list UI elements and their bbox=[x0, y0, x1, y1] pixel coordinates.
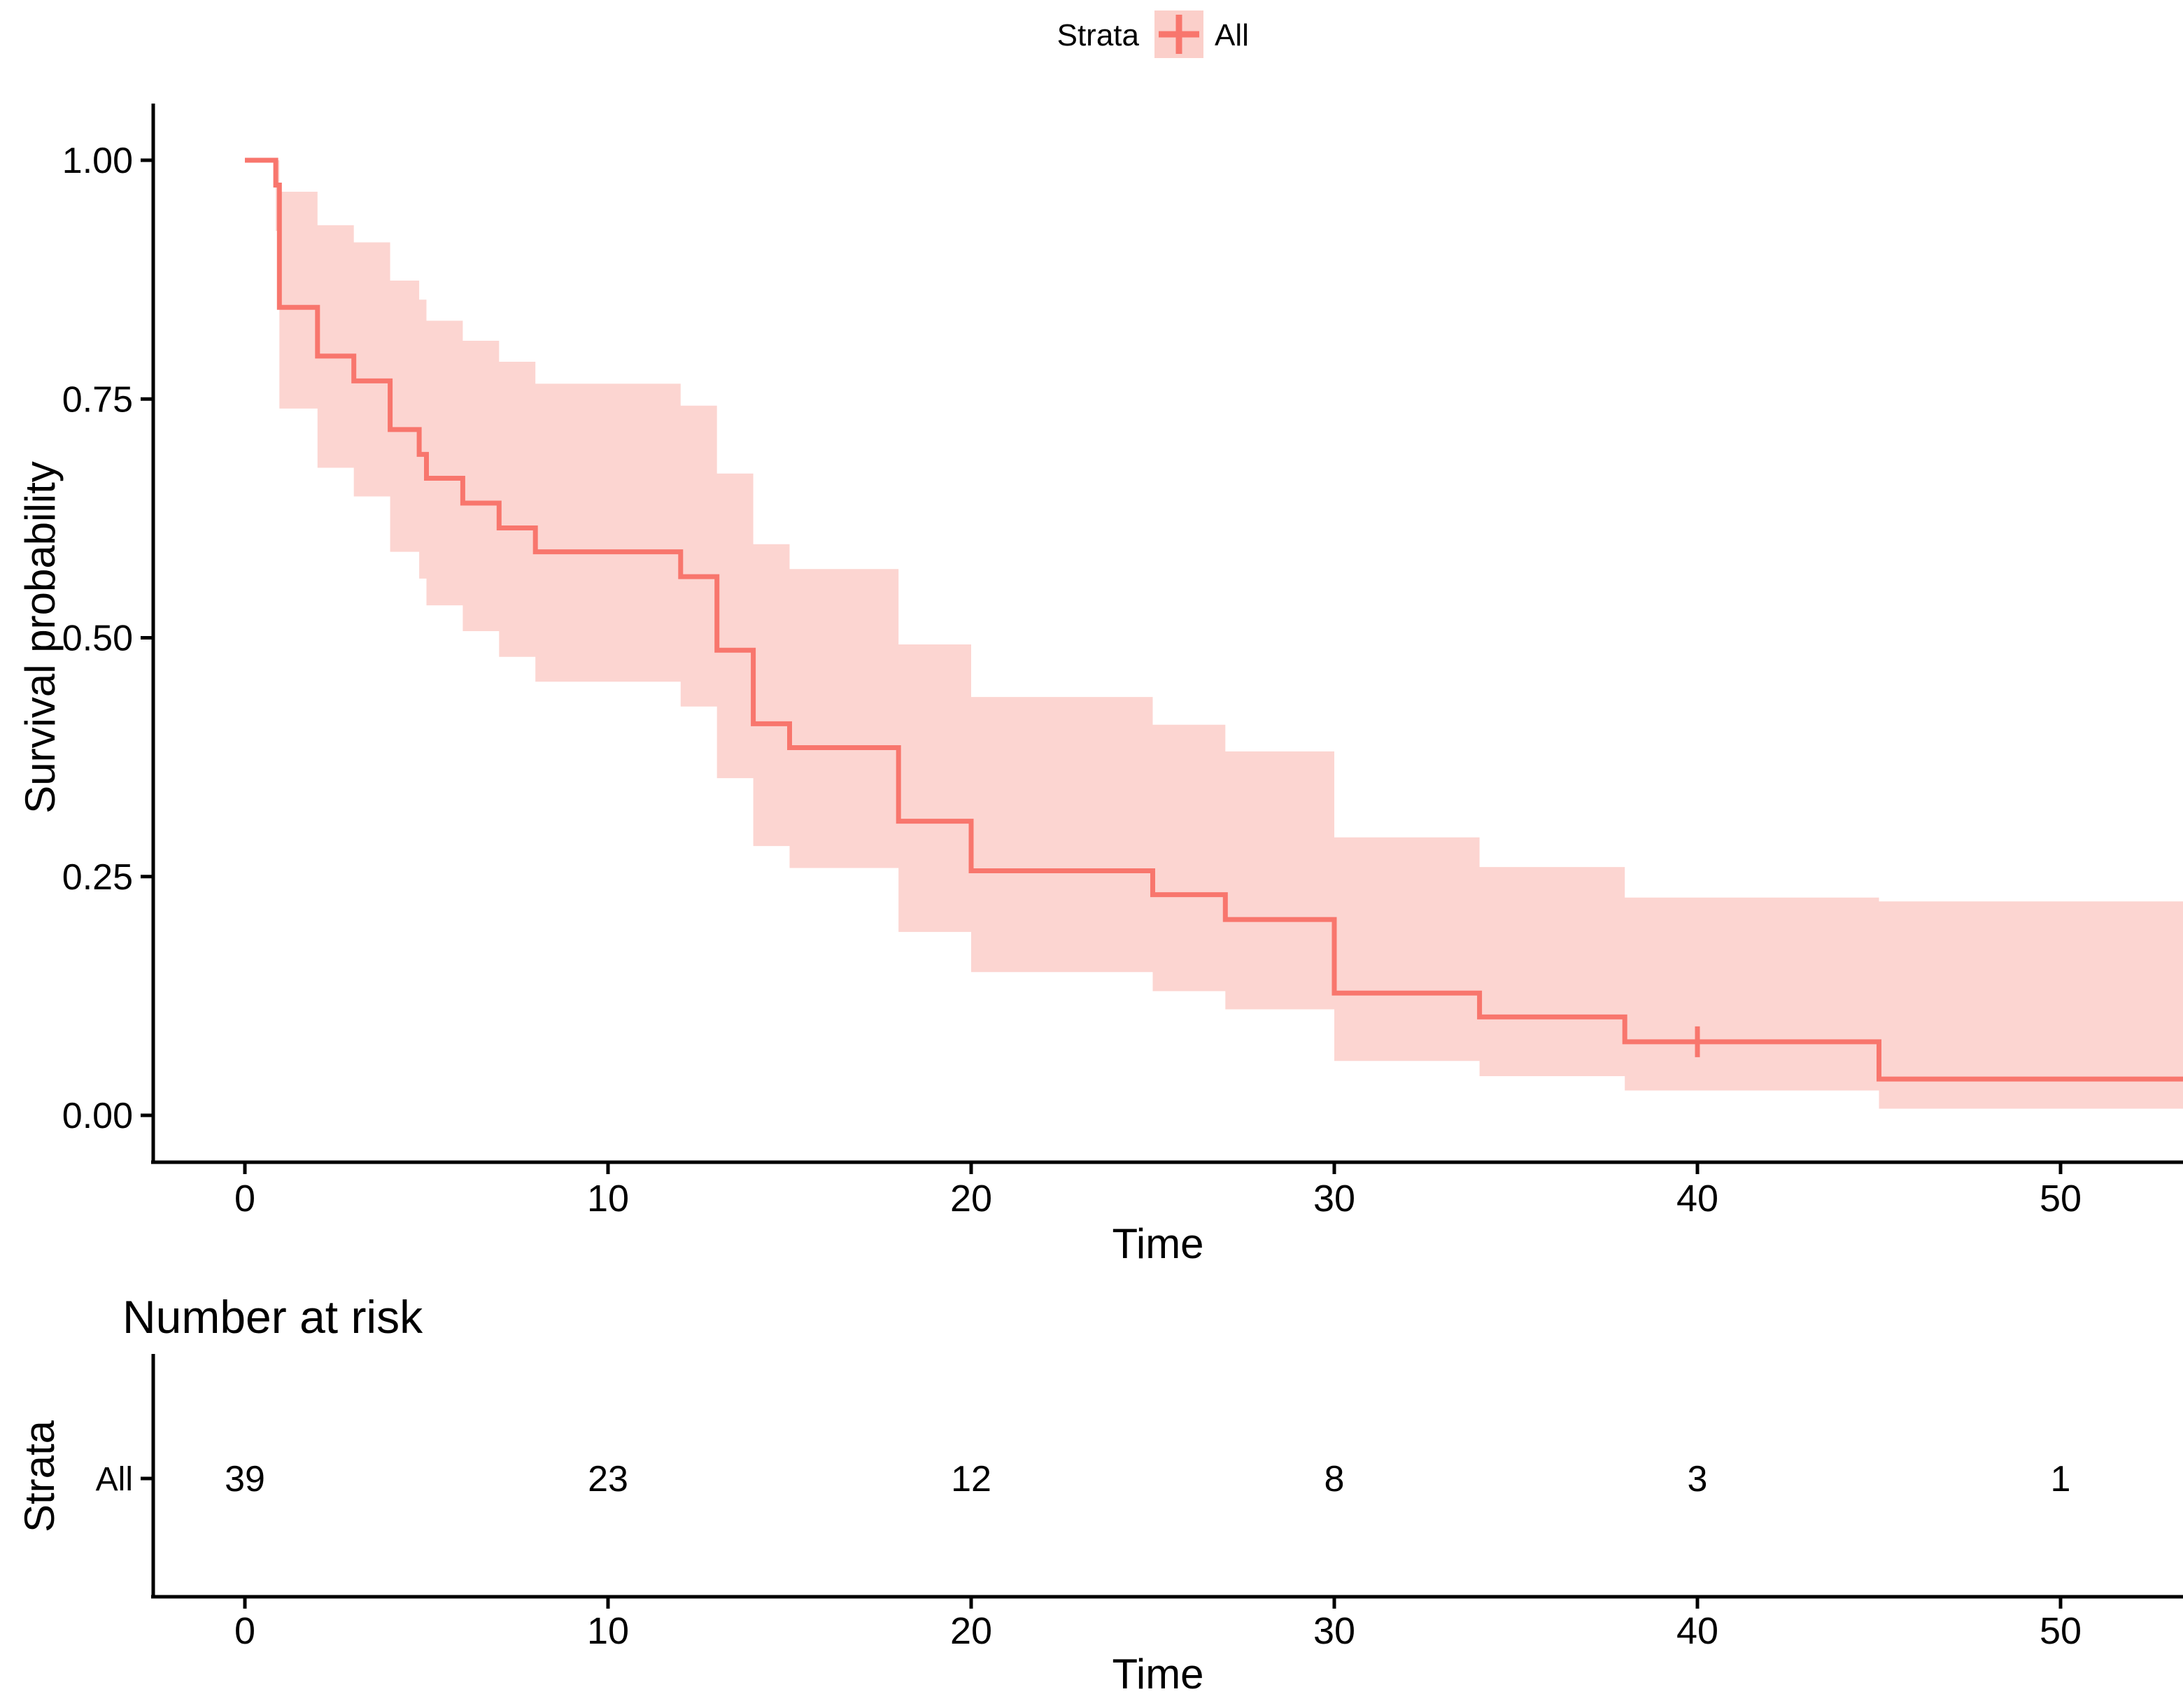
survival-panel: 1.00 0.75 0.50 0.25 0.00 0 10 20 30 40 50 Surviva… bbox=[17, 104, 2183, 1267]
risk-x-tick-label: 0 bbox=[234, 1610, 255, 1652]
number-at-risk-panel: Number at risk All Strata 39 23 12 8 3 1 0 10 2… bbox=[16, 1291, 2183, 1698]
risk-count-value: 12 bbox=[951, 1459, 991, 1499]
y-tick-label: 0.00 bbox=[62, 1096, 133, 1136]
x-tick-label: 40 bbox=[1676, 1178, 1718, 1220]
x-tick-label: 50 bbox=[2040, 1178, 2082, 1220]
risk-row-label: All bbox=[96, 1461, 133, 1498]
risk-x-tick-label: 10 bbox=[587, 1610, 629, 1652]
x-tick-label: 20 bbox=[950, 1178, 992, 1220]
risk-x-tick-label: 30 bbox=[1313, 1610, 1355, 1652]
risk-count-value: 3 bbox=[1688, 1459, 1708, 1499]
legend-title: Strata bbox=[1057, 18, 1140, 52]
confidence-ribbon bbox=[276, 160, 2183, 1109]
y-tick-label: 0.75 bbox=[62, 379, 133, 420]
risk-x-axis-title: Time bbox=[1112, 1651, 1203, 1698]
legend-item-label: All bbox=[1215, 18, 1249, 52]
x-axis-title: Time bbox=[1112, 1220, 1203, 1267]
y-tick-label: 0.25 bbox=[62, 857, 133, 898]
risk-count-value: 1 bbox=[2051, 1459, 2071, 1499]
y-tick-label: 0.50 bbox=[62, 619, 133, 659]
y-tick-label: 1.00 bbox=[62, 141, 133, 181]
risk-x-axis-ticks: 0 10 20 30 40 50 bbox=[234, 1597, 2082, 1652]
x-axis-ticks: 0 10 20 30 40 50 bbox=[234, 1162, 2082, 1220]
risk-x-tick-label: 50 bbox=[2040, 1610, 2082, 1652]
risk-x-tick-label: 40 bbox=[1676, 1610, 1718, 1652]
risk-count-value: 23 bbox=[588, 1459, 628, 1499]
y-axis-title: Survival probability bbox=[17, 461, 64, 814]
x-tick-label: 10 bbox=[587, 1178, 629, 1220]
risk-table-title: Number at risk bbox=[122, 1291, 423, 1343]
legend: Strata All bbox=[1057, 10, 1249, 58]
risk-strata-axis-label: Strata bbox=[16, 1420, 63, 1532]
survival-step-curve bbox=[245, 157, 2183, 1082]
y-axis-ticks: 1.00 0.75 0.50 0.25 0.00 bbox=[62, 141, 153, 1136]
confidence-ribbon-layer bbox=[276, 160, 2183, 1109]
risk-x-tick-label: 20 bbox=[950, 1610, 992, 1652]
risk-count-row: 39 23 12 8 3 1 bbox=[225, 1459, 2070, 1499]
risk-count-value: 39 bbox=[225, 1459, 265, 1499]
x-tick-label: 30 bbox=[1313, 1178, 1355, 1220]
x-tick-label: 0 bbox=[234, 1178, 255, 1220]
censor-plus-icon bbox=[1159, 15, 1199, 54]
risk-count-value: 8 bbox=[1324, 1459, 1345, 1499]
survival-curve-layer bbox=[245, 157, 2183, 1082]
